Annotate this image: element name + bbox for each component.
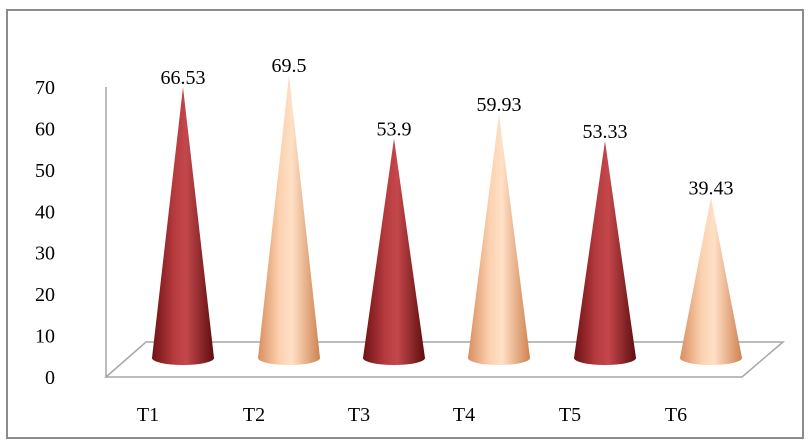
y-tick-label: 40 [35,201,55,223]
cone-body [152,87,214,365]
value-label: 53.9 [377,119,412,141]
value-label: 59.93 [477,94,522,116]
x-tick-label: T6 [665,404,687,426]
x-tick-label: T3 [348,404,370,426]
value-label: 53.33 [583,121,628,143]
value-label: 66.53 [161,67,206,89]
floor-plane [104,341,786,378]
x-tick-label: T5 [559,404,581,426]
y-tick-label: 20 [35,284,55,306]
cone-body [574,140,636,365]
cone-bar-t3 [363,138,425,365]
cone-body [258,75,320,366]
y-tick-label: 70 [35,77,55,99]
cones [152,75,742,366]
y-tick-label: 30 [35,243,55,265]
y-tick-labels: 0 10 20 30 40 50 60 70 [35,77,55,389]
value-labels: 66.53 69.5 53.9 59.93 53.33 39.43 [161,55,734,199]
cone-bar-t6 [680,197,742,365]
x-tick-label: T4 [453,404,475,426]
y-tick-label: 50 [35,160,55,182]
cone-body [363,138,425,365]
y-tick-label: 10 [35,326,55,348]
cone-bar-t4 [468,113,530,365]
x-tick-labels: T1 T2 T3 T4 T5 T6 [137,404,687,426]
y-tick-label: 60 [35,118,55,140]
cone-bar-t1 [152,87,214,365]
x-tick-label: T1 [137,404,159,426]
axis-layer [104,87,786,378]
cone-body [468,113,530,365]
cone-bar-t5 [574,140,636,365]
cone-bar-t2 [258,75,320,366]
y-tick-label: 0 [45,367,55,389]
cone-body [680,197,742,365]
value-label: 69.5 [272,55,307,77]
value-label: 39.43 [689,177,734,199]
x-tick-label: T2 [243,404,265,426]
